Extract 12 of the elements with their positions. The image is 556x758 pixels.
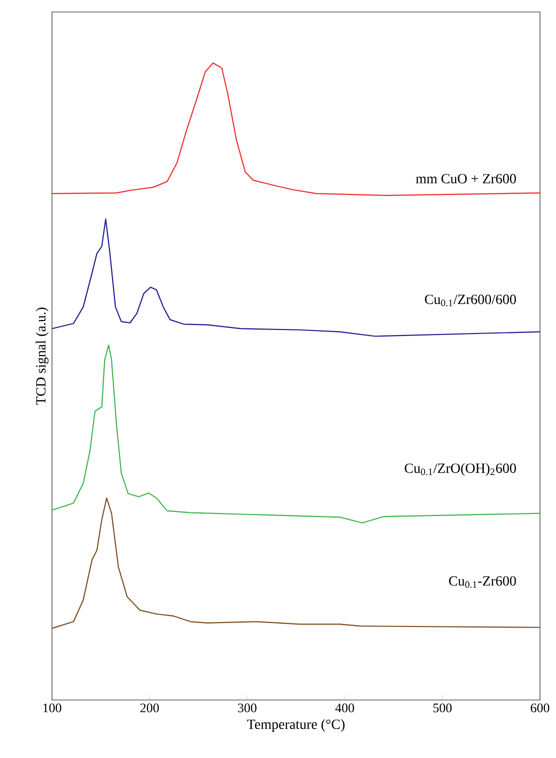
x-tick-label: 500 xyxy=(433,704,452,712)
text: Cu$_{0.1}$/ZrO(OH)$_{2}$600 xyxy=(404,463,516,476)
x-tick-label: 400 xyxy=(335,704,354,712)
x-tick-label: 600 xyxy=(530,704,550,712)
x-tick-label: 100 xyxy=(43,704,62,712)
series-label: Cu$_{0.1}$/Zr600/600 xyxy=(424,294,516,306)
x-tick-label: 200 xyxy=(140,704,159,712)
text: Cu$_{0.1}$-Zr600 xyxy=(449,576,516,588)
y-axis-title: TCD signal (a.u.) xyxy=(36,308,48,405)
series-label: mm CuO + Zr600 xyxy=(416,174,516,184)
x-axis-title: Temperature (°C) xyxy=(247,719,345,732)
x-tick-label: 300 xyxy=(238,704,256,712)
